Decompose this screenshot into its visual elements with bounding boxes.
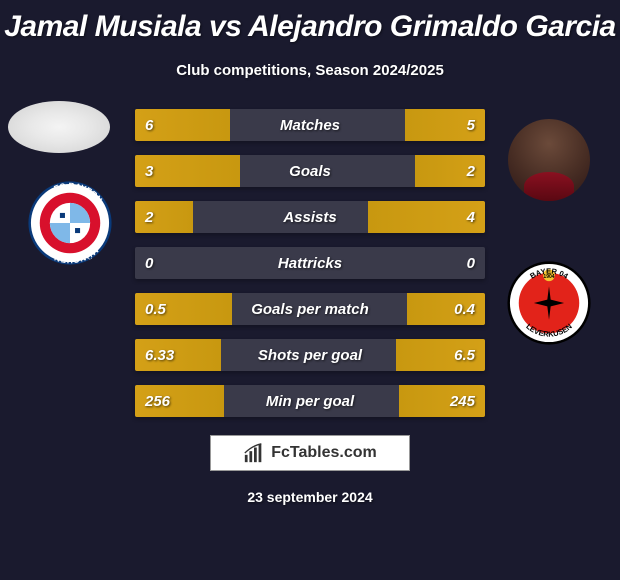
stat-row: 0.5 Goals per match 0.4 [135, 293, 485, 325]
stat-label: Goals per match [251, 301, 369, 318]
stat-row: 0 Hattricks 0 [135, 247, 485, 279]
stat-label: Hattricks [278, 255, 342, 272]
stat-value-left: 2 [145, 209, 153, 226]
comparison-title: Jamal Musiala vs Alejandro Grimaldo Garc… [0, 0, 620, 44]
stat-value-right: 4 [467, 209, 475, 226]
stat-value-left: 0 [145, 255, 153, 272]
bayern-badge-icon: FC BAYERN MÜNCHEN [28, 181, 112, 265]
stat-value-left: 6 [145, 117, 153, 134]
stat-value-right: 245 [450, 393, 475, 410]
stat-value-left: 3 [145, 163, 153, 180]
player-left-club-badge: FC BAYERN MÜNCHEN [28, 181, 112, 265]
stat-value-left: 6.33 [145, 347, 174, 364]
stat-label: Goals [289, 163, 331, 180]
stat-label: Min per goal [266, 393, 354, 410]
leverkusen-badge-icon: 1904 BAYER 04 LEVERKUSEN [507, 261, 591, 345]
stat-label: Shots per goal [258, 347, 362, 364]
stats-container: 6 Matches 5 3 Goals 2 2 Assists 4 0 Hatt… [135, 109, 485, 417]
source-logo-text: FcTables.com [271, 444, 377, 462]
comparison-body: FC BAYERN MÜNCHEN 1904 BAYER 04 LEVERKUS… [0, 109, 620, 505]
stat-value-left: 0.5 [145, 301, 166, 318]
stat-row: 3 Goals 2 [135, 155, 485, 187]
stat-value-right: 6.5 [454, 347, 475, 364]
stat-row: 6.33 Shots per goal 6.5 [135, 339, 485, 371]
stat-label: Assists [283, 209, 336, 226]
footer-date: 23 september 2024 [0, 489, 620, 505]
source-logo: FcTables.com [210, 435, 410, 471]
stat-value-right: 5 [467, 117, 475, 134]
player-right-club-badge: 1904 BAYER 04 LEVERKUSEN [507, 261, 591, 345]
bar-left [135, 201, 193, 233]
stat-value-right: 0.4 [454, 301, 475, 318]
stat-row: 256 Min per goal 245 [135, 385, 485, 417]
stat-value-right: 2 [467, 163, 475, 180]
stat-value-left: 256 [145, 393, 170, 410]
stat-label: Matches [280, 117, 340, 134]
stat-row: 6 Matches 5 [135, 109, 485, 141]
comparison-subtitle: Club competitions, Season 2024/2025 [0, 62, 620, 79]
player-right-avatar [508, 119, 590, 201]
stat-value-right: 0 [467, 255, 475, 272]
chart-logo-icon [243, 442, 265, 464]
player-left-avatar [8, 101, 110, 153]
stat-row: 2 Assists 4 [135, 201, 485, 233]
